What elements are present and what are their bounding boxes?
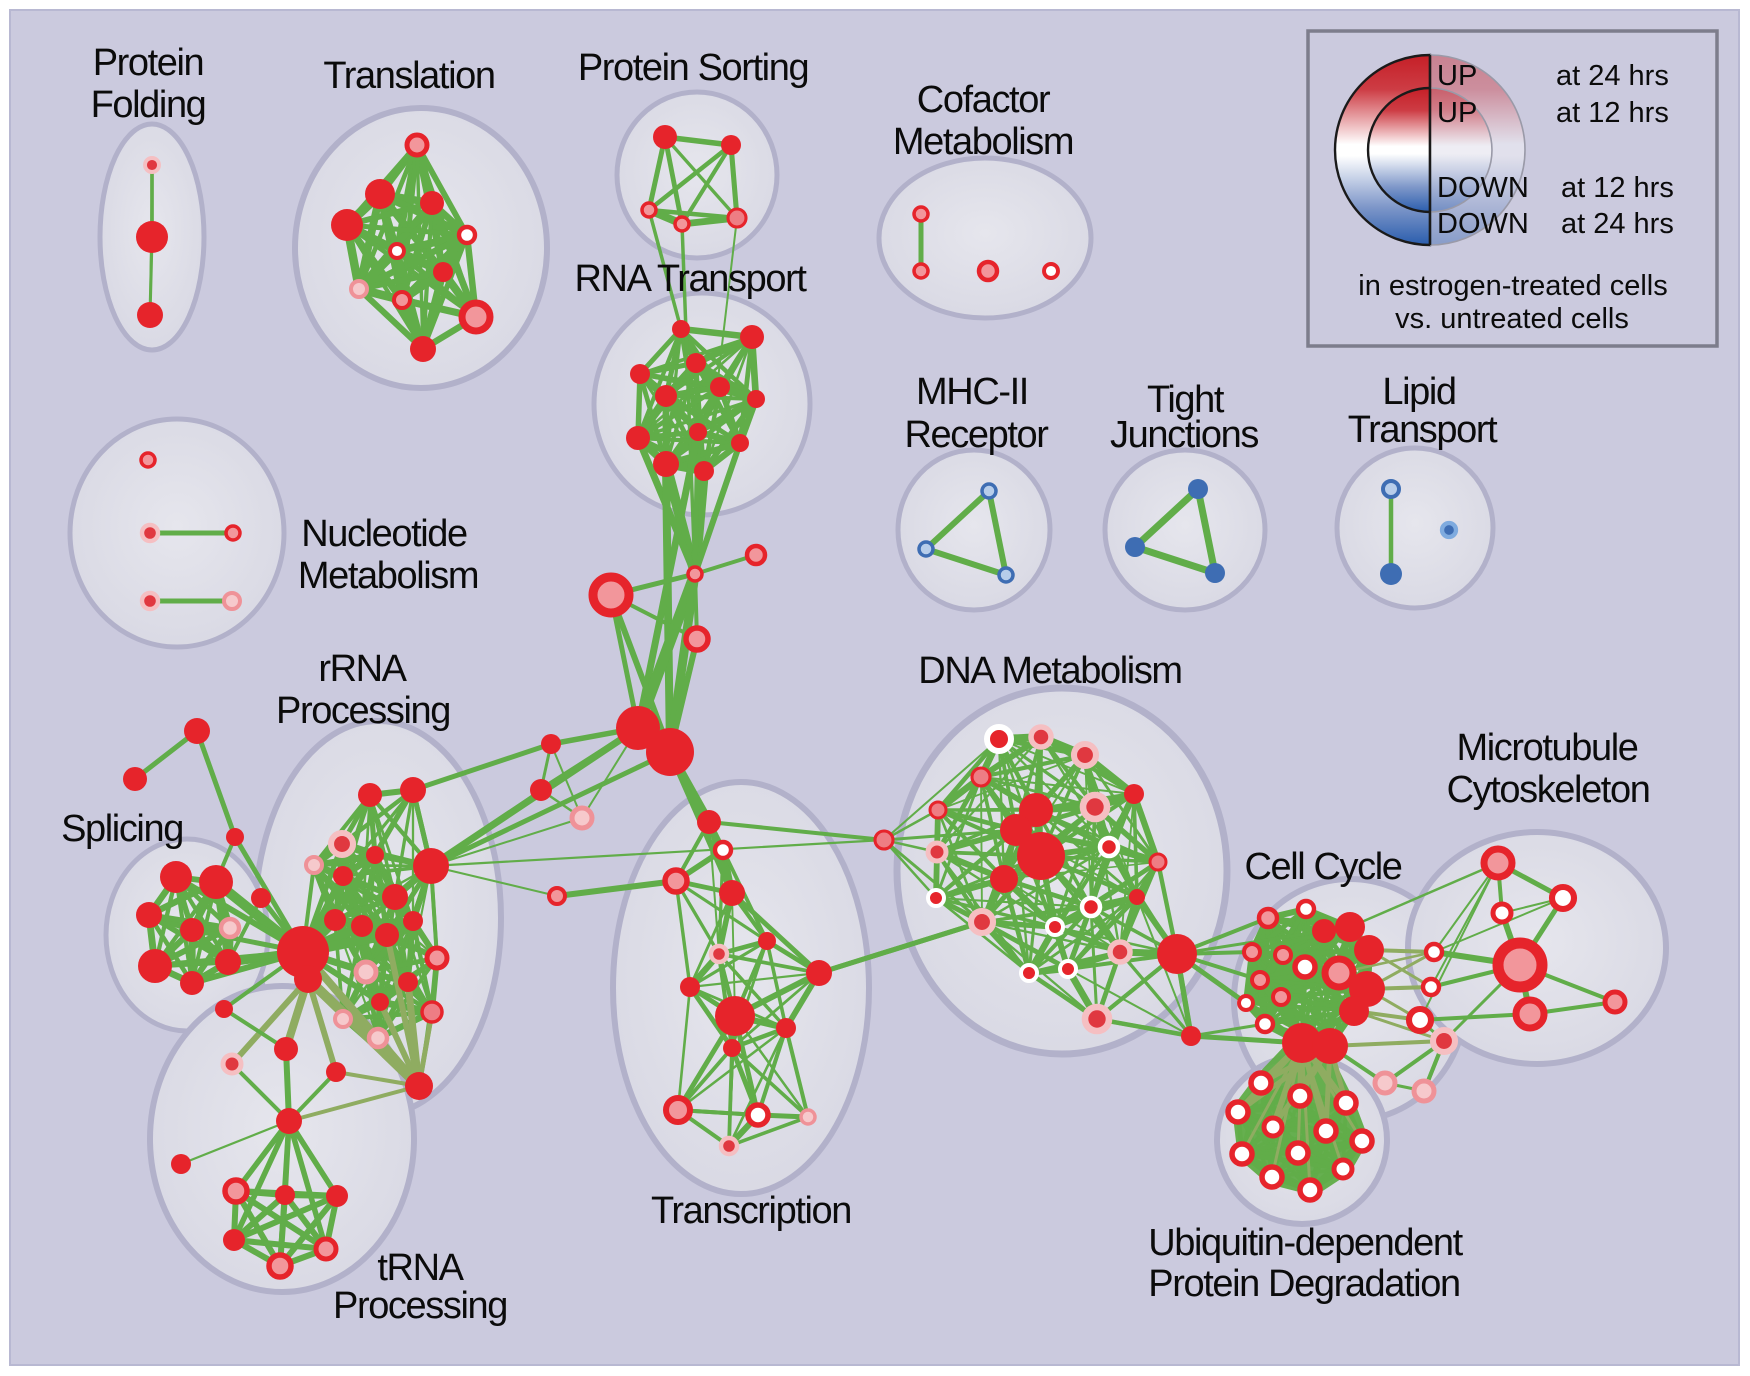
svg-text:Ubiquitin-dependent: Ubiquitin-dependent: [1148, 1222, 1463, 1264]
svg-text:Transcription: Transcription: [651, 1190, 851, 1232]
svg-text:RNA Transport: RNA Transport: [574, 258, 807, 300]
svg-text:at 24 hrs: at 24 hrs: [1556, 60, 1669, 92]
svg-text:DOWN: DOWN: [1437, 208, 1529, 240]
svg-text:DOWN: DOWN: [1437, 172, 1529, 204]
svg-text:in estrogen-treated cells: in estrogen-treated cells: [1358, 270, 1668, 302]
svg-text:Protein: Protein: [93, 42, 204, 84]
svg-text:Processing: Processing: [333, 1285, 507, 1327]
svg-text:UP: UP: [1437, 97, 1477, 129]
svg-text:at 24 hrs: at 24 hrs: [1561, 208, 1674, 240]
svg-text:Processing: Processing: [276, 690, 450, 732]
svg-text:Cell Cycle: Cell Cycle: [1244, 846, 1401, 888]
svg-text:vs. untreated cells: vs. untreated cells: [1395, 303, 1629, 335]
svg-text:Translation: Translation: [323, 55, 494, 97]
svg-text:Tight: Tight: [1147, 379, 1225, 421]
svg-text:UP: UP: [1437, 60, 1477, 92]
svg-text:Junctions: Junctions: [1110, 414, 1258, 456]
svg-text:Protein Degradation: Protein Degradation: [1148, 1263, 1459, 1305]
svg-text:Splicing: Splicing: [61, 808, 183, 850]
svg-text:Metabolism: Metabolism: [298, 555, 478, 597]
svg-text:Transport: Transport: [1348, 409, 1498, 451]
svg-text:MHC-II: MHC-II: [916, 371, 1028, 413]
svg-text:DNA Metabolism: DNA Metabolism: [918, 650, 1181, 692]
svg-text:Lipid: Lipid: [1382, 371, 1455, 413]
svg-text:Protein Sorting: Protein Sorting: [578, 47, 808, 89]
svg-text:Microtubule: Microtubule: [1456, 727, 1637, 769]
svg-text:rRNA: rRNA: [318, 648, 407, 690]
svg-text:Cofactor: Cofactor: [917, 79, 1051, 121]
svg-text:Cytoskeleton: Cytoskeleton: [1447, 769, 1650, 811]
svg-text:Metabolism: Metabolism: [893, 121, 1073, 163]
svg-text:Receptor: Receptor: [905, 414, 1050, 456]
svg-text:tRNA: tRNA: [377, 1247, 464, 1289]
svg-text:Folding: Folding: [91, 84, 206, 126]
svg-text:Nucleotide: Nucleotide: [301, 513, 467, 555]
svg-text:at 12 hrs: at 12 hrs: [1561, 172, 1674, 204]
svg-text:at 12 hrs: at 12 hrs: [1556, 97, 1669, 129]
